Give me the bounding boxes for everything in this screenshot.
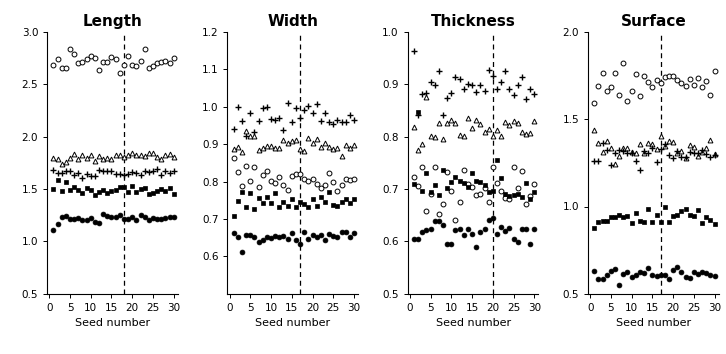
X-axis label: Seed number: Seed number bbox=[616, 318, 691, 329]
Title: Thickness: Thickness bbox=[431, 14, 515, 29]
X-axis label: Seed number: Seed number bbox=[256, 318, 330, 329]
Title: Surface: Surface bbox=[621, 14, 686, 29]
X-axis label: Seed number: Seed number bbox=[75, 318, 150, 329]
Title: Length: Length bbox=[83, 14, 142, 29]
Title: Width: Width bbox=[267, 14, 318, 29]
X-axis label: Seed number: Seed number bbox=[436, 318, 510, 329]
